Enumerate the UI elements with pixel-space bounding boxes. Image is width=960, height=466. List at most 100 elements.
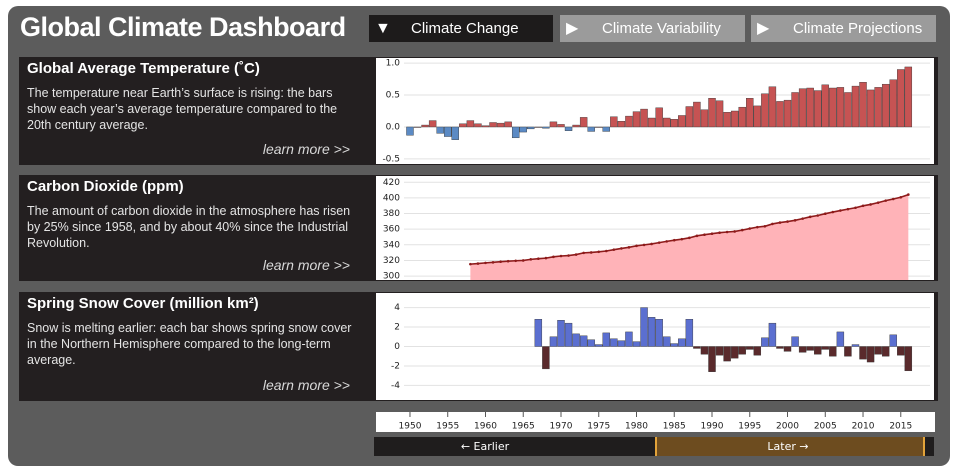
bar: [655, 319, 663, 347]
bar: [776, 101, 784, 128]
later-range[interactable]: [655, 437, 925, 456]
bar: [542, 346, 550, 370]
y-tick-label: 320: [383, 256, 400, 266]
tab[interactable]: ▶ Climate Variability: [560, 15, 745, 42]
point: [559, 254, 563, 258]
point: [748, 227, 752, 230]
y-tick-label: 0.0: [386, 122, 401, 132]
point: [469, 262, 472, 266]
point: [771, 222, 774, 226]
point: [891, 197, 895, 201]
bar: [814, 90, 822, 128]
bar: [904, 346, 913, 372]
y-tick-label: -2: [391, 361, 400, 371]
later-button[interactable]: Later →: [767, 440, 809, 453]
bar: [708, 98, 716, 128]
y-tick-label: 4: [394, 303, 400, 313]
y-tick-label: 0: [394, 342, 400, 352]
point: [506, 259, 510, 263]
bar: [678, 115, 686, 128]
point: [499, 260, 502, 264]
bar: [564, 126, 573, 131]
point: [808, 215, 812, 219]
bar: [670, 343, 678, 347]
bar: [572, 333, 580, 347]
point: [491, 261, 495, 264]
bar: [564, 322, 573, 347]
panel-title: Global Average Temperature (˚C): [27, 60, 260, 77]
bar: [421, 124, 429, 128]
tab[interactable]: ▶ Climate Projections: [751, 15, 936, 42]
chart: 1.0 0.5 0.0 -0.5: [376, 58, 934, 164]
point: [597, 250, 601, 254]
point: [620, 247, 623, 250]
timeline-tick-label: 1970: [550, 422, 573, 432]
bar: [459, 123, 467, 128]
chart: 4 2 0 -2 -4: [376, 293, 934, 400]
learn-more-link[interactable]: learn more >>: [262, 377, 350, 393]
bar: [587, 339, 595, 347]
bar: [874, 87, 882, 128]
bar: [655, 107, 663, 128]
bar: [715, 100, 724, 128]
bar: [844, 346, 852, 357]
bar: [527, 126, 535, 130]
bar: [746, 98, 754, 128]
bar: [534, 319, 543, 347]
point: [703, 233, 706, 237]
point: [589, 251, 593, 254]
bar: [542, 126, 550, 129]
bar: [572, 124, 580, 128]
bar: [557, 124, 565, 128]
point: [869, 203, 872, 206]
bar: [579, 335, 588, 347]
bar: [685, 319, 694, 347]
bar: [663, 336, 671, 347]
bar: [647, 317, 656, 347]
bar: [549, 336, 558, 347]
bar: [874, 346, 882, 355]
y-tick-label: 400: [383, 193, 400, 203]
timeline-tick-label: 1990: [701, 422, 724, 432]
tab-label: Climate Variability: [602, 20, 721, 37]
bar: [821, 84, 829, 128]
earlier-button[interactable]: ← Earlier: [460, 440, 510, 453]
learn-more-link[interactable]: learn more >>: [262, 257, 350, 273]
bar: [738, 346, 746, 355]
bar: [640, 108, 648, 128]
point: [672, 238, 676, 242]
tab-icon: ▶: [757, 20, 770, 37]
timeline-tick-label: 1995: [738, 422, 761, 432]
bar: [632, 341, 641, 347]
y-tick-label: 300: [383, 272, 400, 280]
bar: [519, 126, 527, 133]
point: [846, 207, 850, 211]
learn-more-link[interactable]: learn more >>: [262, 141, 350, 157]
timeline-tick-label: 1950: [399, 422, 422, 432]
bar: [685, 106, 694, 128]
bar: [595, 344, 603, 347]
point: [801, 217, 804, 220]
point: [552, 255, 555, 259]
point: [544, 256, 548, 260]
bar: [836, 331, 845, 347]
bar: [829, 87, 837, 128]
bar: [897, 69, 905, 128]
point: [537, 257, 540, 261]
point: [786, 220, 789, 223]
bar: [783, 346, 792, 352]
point: [582, 251, 585, 255]
panel-title: Carbon Dioxide (ppm): [27, 178, 184, 195]
point: [657, 241, 661, 244]
bar: [663, 117, 671, 128]
y-tick-label: -0.5: [382, 154, 400, 164]
bar: [466, 120, 475, 128]
bar: [625, 331, 633, 347]
point: [899, 195, 903, 199]
timeline-tick-label: 1965: [512, 422, 535, 432]
bar: [889, 79, 897, 128]
tab[interactable]: ▼ Climate Change: [369, 15, 553, 42]
tab-icon: ▼: [375, 20, 391, 37]
y-tick-label: 420: [383, 178, 400, 188]
bar: [753, 346, 762, 356]
